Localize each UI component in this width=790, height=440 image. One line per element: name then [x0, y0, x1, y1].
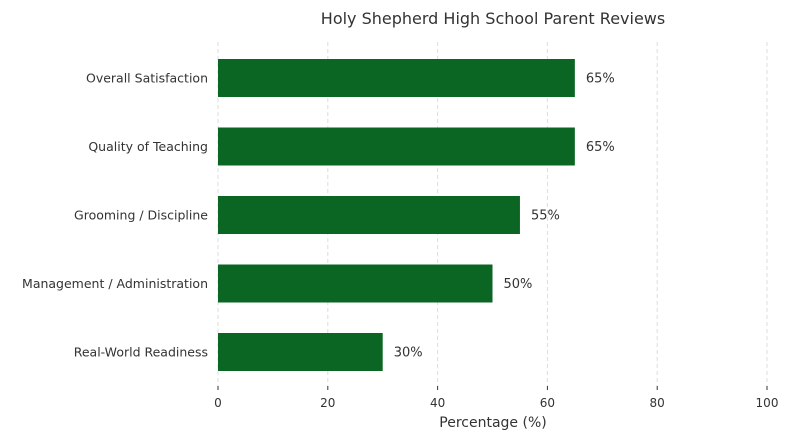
bar-4: [218, 264, 493, 303]
x-tick-label: 20: [320, 396, 335, 410]
x-axis-ticks: 0 20 40 60 80 100: [214, 386, 778, 410]
x-tick-label: 60: [540, 396, 555, 410]
x-tick-label: 40: [430, 396, 445, 410]
chart-title: Holy Shepherd High School Parent Reviews: [321, 9, 665, 28]
category-labels: Overall Satisfaction Quality of Teaching G…: [22, 71, 208, 360]
bars: [218, 59, 575, 371]
bar-1: [218, 59, 575, 97]
category-label: Overall Satisfaction: [86, 71, 208, 86]
value-labels: 65% 65% 55% 50% 30%: [394, 72, 615, 361]
value-label: 30%: [394, 346, 423, 361]
value-label: 50%: [504, 277, 533, 292]
value-label: 65%: [586, 140, 615, 155]
category-label: Real-World Readiness: [74, 345, 208, 360]
x-tick-label: 80: [650, 396, 665, 410]
category-label: Grooming / Discipline: [74, 208, 208, 223]
value-label: 55%: [531, 209, 560, 224]
bar-5: [218, 333, 383, 371]
value-label: 65%: [586, 72, 615, 87]
x-axis-label: Percentage (%): [439, 415, 546, 431]
bar-2: [218, 127, 575, 166]
category-label: Management / Administration: [22, 276, 208, 291]
category-label: Quality of Teaching: [88, 139, 208, 154]
x-tick-label: 100: [756, 396, 779, 410]
bar-3: [218, 196, 520, 234]
x-tick-label: 0: [214, 396, 222, 410]
